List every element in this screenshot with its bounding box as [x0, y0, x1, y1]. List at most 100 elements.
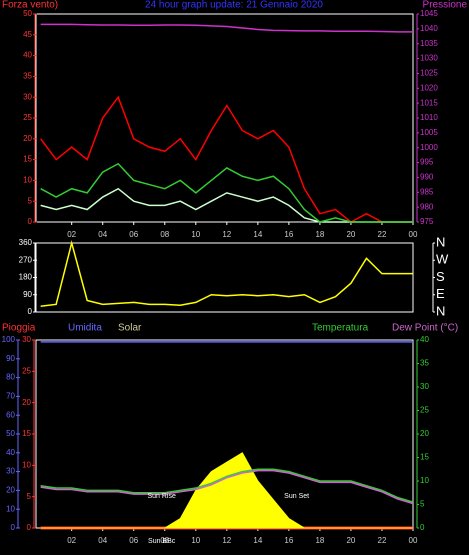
y-tick-label: 80: [6, 373, 15, 382]
x-tick-label: 10: [191, 536, 200, 545]
y2-tick-label: 20: [420, 429, 429, 438]
y2-tick-label: W: [436, 252, 449, 267]
y2-tick-label: 1025: [420, 69, 438, 78]
y2-tick-label: 35: [420, 359, 429, 368]
y-tick-label: 10: [6, 504, 15, 513]
chart-title: 24 hour graph update: 21 Gennaio 2020: [145, 0, 323, 11]
y3-tick-label: 10: [22, 460, 31, 469]
y-tick-label: 40: [6, 448, 15, 457]
y2-tick-label: 10: [420, 476, 429, 485]
series-line: [40, 240, 413, 307]
y3-tick-label: 25: [22, 366, 31, 375]
series-area: [40, 452, 413, 529]
y2-tick-label: S: [436, 269, 445, 284]
x-tick-label: 00: [409, 536, 418, 545]
y-tick-label: 40: [23, 51, 32, 60]
annotation: Sun BBc: [148, 538, 176, 545]
x-tick-label: 22: [378, 230, 387, 239]
series-line: [40, 23, 413, 33]
series-line: [40, 162, 413, 223]
y3-tick-label: 0: [27, 523, 32, 532]
y2-tick-label: 1045: [420, 9, 438, 18]
y-tick-label: 180: [19, 273, 33, 282]
y-tick-label: 15: [23, 155, 32, 164]
x-tick-label: 12: [222, 536, 231, 545]
y-tick-label: 70: [6, 392, 15, 401]
y-tick-label: 30: [23, 92, 32, 101]
series-name: Pioggia: [2, 323, 36, 334]
y2-tick-label: 1040: [420, 24, 438, 33]
series-name: Temperatura: [312, 323, 369, 334]
y3-tick-label: 15: [22, 429, 31, 438]
x-tick-label: 06: [129, 536, 138, 545]
x-tick-label: 10: [191, 230, 200, 239]
y2-tick-label: E: [436, 286, 445, 301]
plot-frame: [35, 13, 414, 223]
y2-tick-label: 15: [420, 453, 429, 462]
x-tick-label: 08: [160, 536, 169, 545]
x-tick-label: 00: [409, 230, 418, 239]
y2-tick-label: 995: [420, 158, 434, 167]
y-tick-label: 270: [19, 255, 33, 264]
y-tick-label: 45: [23, 30, 32, 39]
series-line: [40, 95, 413, 223]
y3-tick-label: 5: [27, 492, 32, 501]
x-tick-label: 04: [98, 230, 107, 239]
x-tick-label: 08: [160, 230, 169, 239]
y2-tick-label: 1015: [420, 98, 438, 107]
x-tick-label: 14: [253, 536, 262, 545]
y2-tick-label: 1020: [420, 83, 438, 92]
y2-tick-label: 975: [420, 217, 434, 226]
y-tick-label: 0: [11, 523, 16, 532]
series-name: Solar: [118, 323, 142, 334]
y-tick-label: 50: [6, 429, 15, 438]
x-tick-label: 04: [98, 536, 107, 545]
y-tick-label: 50: [23, 9, 32, 18]
annotation: Sun Rise: [147, 493, 176, 500]
y-tick-label: 60: [6, 410, 15, 419]
series-line: [40, 468, 414, 503]
y2-tick-label: 25: [420, 406, 429, 415]
y-tick-label: 30: [6, 467, 15, 476]
x-tick-label: 06: [129, 230, 138, 239]
y2-tick-label: 1030: [420, 54, 438, 63]
y2-tick-label: 5: [420, 500, 425, 509]
series-line: [40, 469, 414, 505]
annotation: Sun Set: [284, 493, 309, 500]
y-tick-label: 35: [23, 72, 32, 81]
y-tick-label: 0: [28, 307, 33, 316]
series-line: [40, 187, 413, 223]
y-tick-label: 10: [23, 176, 32, 185]
y2-tick-label: 40: [420, 335, 429, 344]
y2-tick-label: 990: [420, 173, 434, 182]
y2-tick-label: N: [436, 303, 445, 318]
x-tick-label: 16: [284, 230, 293, 239]
y2-tick-label: 1000: [420, 143, 438, 152]
y-tick-label: 100: [2, 335, 16, 344]
x-tick-label: 18: [315, 230, 324, 239]
y2-tick-label: 1005: [420, 128, 438, 137]
y3-tick-label: 30: [22, 335, 31, 344]
y-tick-label: 20: [6, 486, 15, 495]
y2-tick-label: N: [436, 234, 445, 249]
x-tick-label: 18: [315, 536, 324, 545]
y-tick-label: 90: [6, 354, 15, 363]
x-tick-label: 16: [284, 536, 293, 545]
series-name: Umidita: [68, 323, 102, 334]
x-tick-label: 14: [253, 230, 262, 239]
y2-tick-label: 0: [420, 523, 425, 532]
y2-tick-label: 985: [420, 187, 434, 196]
x-tick-label: 12: [222, 230, 231, 239]
x-tick-label: 20: [346, 230, 355, 239]
series-name: Dew Point (°C): [392, 323, 458, 334]
x-tick-label: 02: [67, 230, 76, 239]
y-tick-label: 20: [23, 134, 32, 143]
x-tick-label: 22: [378, 536, 387, 545]
y-tick-label: 0: [28, 217, 33, 226]
y2-tick-label: 1035: [420, 39, 438, 48]
y-tick-label: 90: [23, 290, 32, 299]
y2-tick-label: 30: [420, 382, 429, 391]
y-tick-label: 5: [28, 196, 33, 205]
y3-tick-label: 20: [22, 398, 31, 407]
